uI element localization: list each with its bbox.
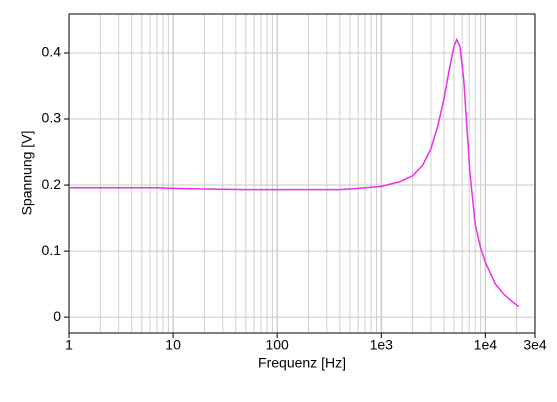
y-tick-label: 0.4 [42, 44, 62, 60]
plot-frame [68, 13, 536, 334]
x-tick-label: 10 [165, 337, 181, 353]
x-tick-label: 100 [265, 337, 289, 353]
x-tick-label: 1e3 [370, 337, 394, 353]
y-tick-label: 0.1 [42, 242, 62, 258]
y-tick-label: 0 [53, 308, 61, 324]
x-tick-label: 3e4 [523, 337, 547, 353]
x-tick-label: 1 [65, 337, 73, 353]
data-line [69, 37, 520, 308]
x-tick-label: 1e4 [474, 337, 498, 353]
y-axis-label: Spannung [V] [19, 131, 35, 216]
x-axis-label: Frequenz [Hz] [258, 355, 346, 371]
y-tick-label: 0.2 [42, 176, 62, 192]
y-tick-label: 0.3 [42, 110, 62, 126]
